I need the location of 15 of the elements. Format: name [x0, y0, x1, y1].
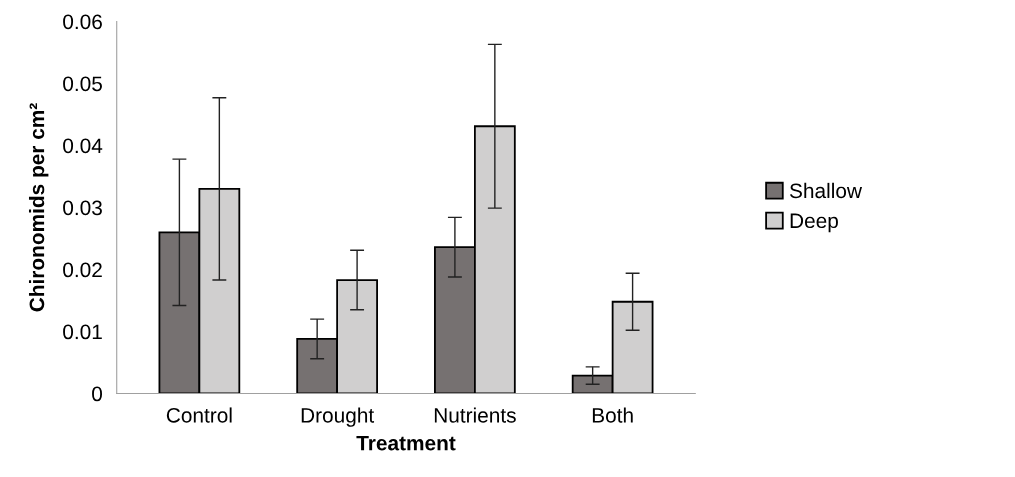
- y-tick-label: 0.01: [63, 324, 102, 340]
- x-tick-label: Control: [166, 407, 232, 423]
- y-tick-label: 0: [92, 386, 103, 402]
- y-tick-label: 0.06: [63, 14, 102, 30]
- y-tick-label: 0.05: [63, 76, 102, 92]
- y-axis-title: Chironomids per cm²: [28, 103, 49, 312]
- x-tick-label: Both: [592, 407, 633, 423]
- x-axis-title: Treatment: [356, 435, 456, 451]
- legend-label: Deep: [790, 213, 838, 233]
- y-tick-label: 0.04: [63, 138, 103, 154]
- x-tick-label: Nutrients: [434, 407, 516, 423]
- x-tick-label: Drought: [301, 407, 375, 427]
- legend-label: Shallow: [789, 182, 863, 199]
- y-tick-label: 0.03: [63, 200, 102, 216]
- y-tick-label: 0.02: [63, 262, 102, 278]
